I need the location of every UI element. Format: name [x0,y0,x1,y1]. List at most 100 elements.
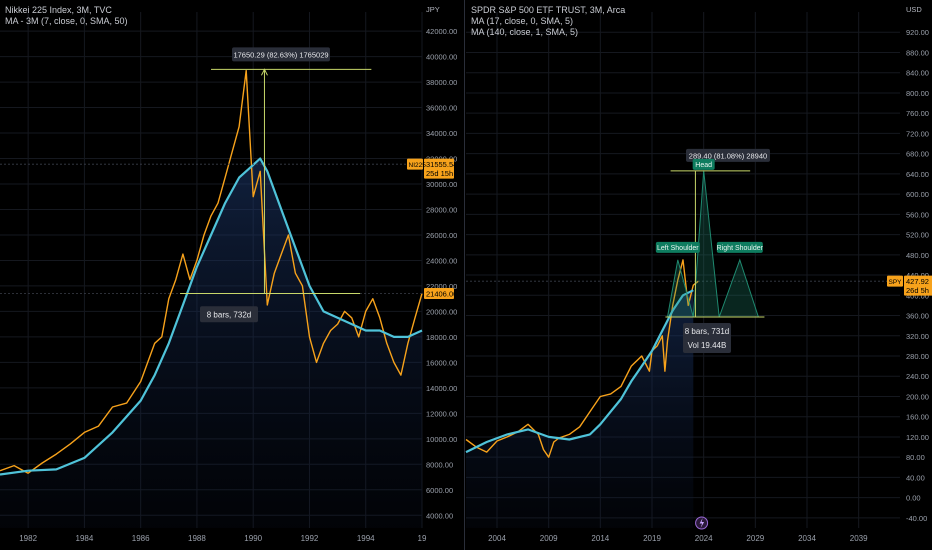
measure-volume-label: Vol 19.44B [688,341,727,350]
ma-series-line[interactable] [0,157,423,476]
x-tick-label: 1988 [188,534,206,543]
x-tick-label: 1982 [19,534,37,543]
left-shoulder-label-bg [655,241,700,253]
y-tick-label: 80.00 [906,453,925,462]
y-tick-label: 20000.00 [426,307,457,316]
measure-arrow-up [261,68,268,76]
price-label-value: 21406.00 [426,289,457,298]
symbol-tag-label: SPY [889,279,903,286]
measure-bottom-label-bg [683,323,731,354]
y-tick-label: 360.00 [906,312,929,321]
y-tick-label: 0.00 [906,494,921,503]
lightning-glyph [699,518,705,528]
y-tick-label: 10000.00 [426,435,457,444]
x-tick-label: 2014 [591,534,609,543]
y-tick-label: 240.00 [906,372,929,381]
y-axis-currency: JPY [426,5,440,14]
x-tick-label: 1992 [301,534,319,543]
symbol-tag-bg [887,275,903,287]
x-tick-label: 2024 [695,534,713,543]
y-tick-label: 920.00 [906,28,929,37]
y-tick-label: 28000.00 [426,205,457,214]
y-axis[interactable]: JPY 4000.00 6000.00 8000.00 10000.00 12000.00… [426,5,457,520]
y-tick-label: 640.00 [906,170,929,179]
y-tick-label: 280.00 [906,352,929,361]
y-tick-label: 680.00 [906,150,929,159]
spy-legend-ma-140: MA (140, close, 1, SMA, 5) [471,27,579,37]
y-tick-label: 18000.00 [426,333,457,342]
x-tick-label: 1990 [244,534,262,543]
x-tick-label: 1986 [132,534,150,543]
right-shoulder-label: Right Shoulder [717,245,764,252]
spy-chart-panel[interactable]: USD -40.00 0.00 40.00 80.00 120.00 160.00 200.0… [465,5,932,543]
y-tick-label: 440.00 [906,271,929,280]
measure-bottom-label-bg [200,306,258,323]
y-tick-label: 30000.00 [426,180,457,189]
measure-top-label: 17650.29 (82.63%) 1765029 [233,50,328,59]
y-tick-label: 36000.00 [426,104,457,113]
measure-top-label: 289.40 (81.08%) 28940 [689,151,767,160]
price-label-value: 31555.54 [426,160,457,169]
ma-area-fill [466,290,694,528]
x-tick-label: 1994 [357,534,375,543]
y-tick-label: 480.00 [906,251,929,260]
y-tick-label: 40.00 [906,473,925,482]
y-tick-label: 600.00 [906,190,929,199]
y-tick-label: 38000.00 [426,78,457,87]
symbol-tag-label: NI225 [409,162,427,169]
measure-top-label-bg [686,148,770,162]
x-tick-label: 2009 [540,534,558,543]
y-tick-label: 22000.00 [426,282,457,291]
price-label-bg [424,158,454,179]
price-label-bg [904,275,932,296]
x-axis[interactable]: 1982 1984 1986 1988 1990 1992 1994 19 [19,534,427,543]
nikkei-legend-symbol: Nikkei 225 Index, 3M, TVC [5,5,112,15]
y-tick-label: 880.00 [906,48,929,57]
price-series-line[interactable] [0,69,423,474]
head-label-bg [692,158,715,170]
x-tick-label: 2034 [798,534,816,543]
y-tick-label: 8000.00 [426,460,453,469]
nikkei-legend-ma: MA - 3M (7, close, 0, SMA, 50) [5,16,128,26]
spy-legend-symbol: SPDR S&P 500 ETF TRUST, 3M, Arca [471,5,626,15]
y-tick-label: 200.00 [906,392,929,401]
nikkei-chart-panel[interactable]: JPY 4000.00 6000.00 8000.00 10000.00 12000.00… [0,5,457,543]
y-tick-label: 4000.00 [426,511,453,520]
y-tick-label: 720.00 [906,129,929,138]
measure-top-label-bg [232,47,330,62]
price-label-value: 427.92 [906,277,929,286]
ma-area-fill [0,158,422,528]
x-axis[interactable]: 2004 2009 2014 2019 2024 2029 2034 2039 [488,534,868,543]
y-tick-label: 40000.00 [426,53,457,62]
x-tick-label: 2019 [643,534,661,543]
price-label-bg [424,287,454,299]
symbol-tag-bg [407,158,423,170]
y-tick-label: 520.00 [906,231,929,240]
price-label-countdown: 25d 15h [426,169,453,178]
x-tick-label: 2029 [746,534,764,543]
y-axis-currency: USD [906,5,922,14]
y-tick-label: 400.00 [906,291,929,300]
price-label-countdown: 26d 5h [906,286,929,295]
measure-bottom-label: 8 bars, 731d [685,327,729,336]
x-tick-label: 1984 [76,534,94,543]
y-tick-label: 800.00 [906,89,929,98]
y-tick-label: 560.00 [906,210,929,219]
head-label: Head [695,162,712,169]
ma-series-line[interactable] [465,289,694,454]
y-tick-label: 42000.00 [426,27,457,36]
spy-legend: SPDR S&P 500 ETF TRUST, 3M, Arca MA (17,… [471,5,625,38]
left-shoulder-label: Left Shoulder [657,245,699,252]
y-tick-label: 320.00 [906,332,929,341]
y-tick-label: 120.00 [906,433,929,442]
y-tick-label: 12000.00 [426,409,457,418]
measure-bottom-label: 8 bars, 732d [207,310,251,319]
nikkei-legend: Nikkei 225 Index, 3M, TVC MA - 3M (7, cl… [5,5,128,27]
y-axis[interactable]: USD -40.00 0.00 40.00 80.00 120.00 160.00 200.0… [906,5,929,523]
x-tick-label: 2004 [488,534,506,543]
y-tick-label: 160.00 [906,413,929,422]
y-tick-label: 34000.00 [426,129,457,138]
y-tick-label: 760.00 [906,109,929,118]
y-tick-label: 24000.00 [426,256,457,265]
